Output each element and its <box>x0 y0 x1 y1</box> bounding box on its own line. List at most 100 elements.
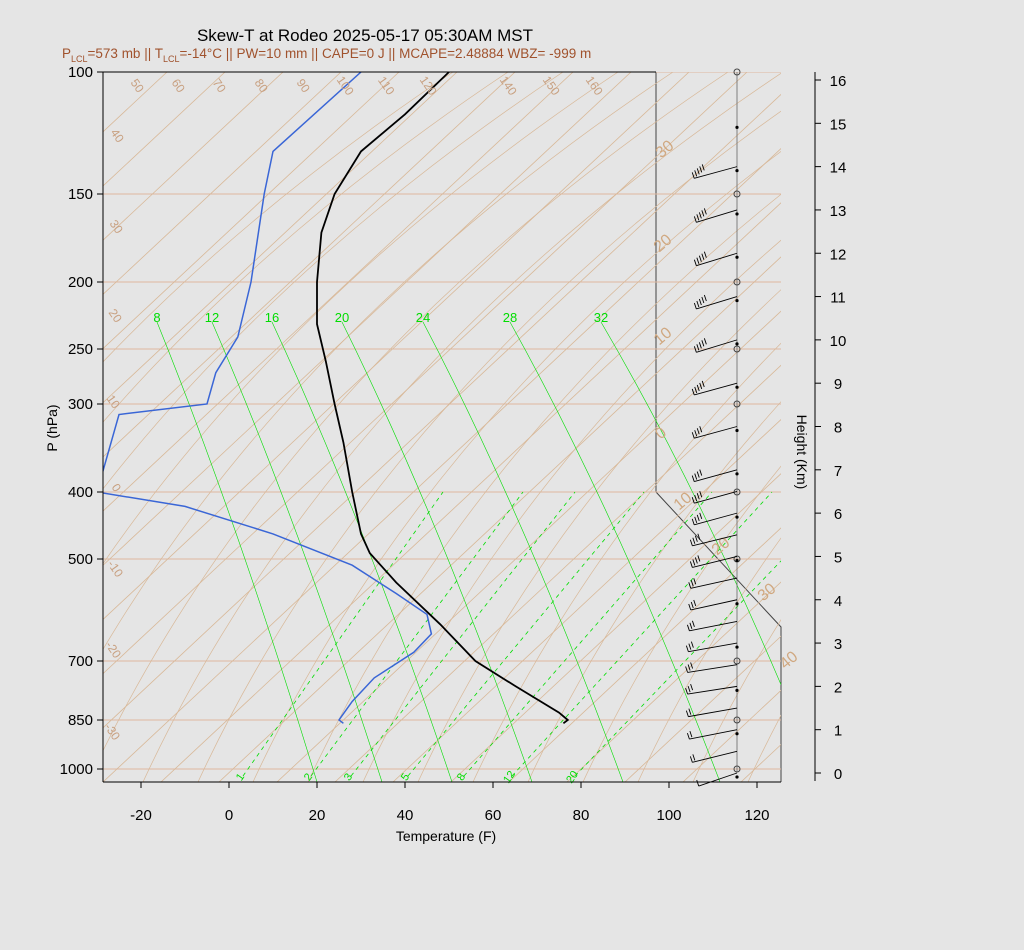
isotherm-line <box>103 72 748 675</box>
wind-barb-flag <box>686 624 690 631</box>
dry-adiabat-label: 10 <box>104 392 123 411</box>
height-tick-label: 3 <box>834 636 842 653</box>
dry-adiabat-line <box>968 72 1024 782</box>
wind-barb <box>694 426 738 439</box>
wind-barb-flag <box>691 620 695 627</box>
wind-barb-flag <box>696 514 700 522</box>
wind-barb-flag <box>699 382 703 390</box>
wind-barb-flag <box>698 298 702 306</box>
wind-barb <box>687 685 738 695</box>
wind-level-circle <box>733 345 741 353</box>
moist-adiabat-line <box>211 321 383 782</box>
wind-level-dot <box>735 169 739 173</box>
isotherm-line <box>103 72 458 404</box>
wind-barb-flag <box>693 599 697 607</box>
mixing-ratio-top-label: 32 <box>594 310 608 325</box>
wind-barb-flag <box>696 300 700 308</box>
x-tick-label: 120 <box>744 807 769 824</box>
wind-level-dot <box>735 515 739 519</box>
wind-level-dot <box>735 255 739 259</box>
y-tick-label: 300 <box>68 396 93 413</box>
wind-barb-flag <box>690 662 694 669</box>
y-tick-label: 700 <box>68 653 93 670</box>
wind-barb-flag <box>693 216 697 223</box>
x-tick-label: 80 <box>573 807 590 824</box>
wind-level-dot <box>735 688 739 692</box>
wind-barb-flag <box>703 251 707 258</box>
x-tick-label: 40 <box>397 807 414 824</box>
wind-barb-flag <box>692 537 696 544</box>
wind-barb-flag <box>703 338 707 345</box>
dry-adiabat-line <box>913 72 1024 782</box>
mixing-ratio-bottom-label: 1 <box>234 771 247 783</box>
wind-barb-flag <box>693 259 697 266</box>
chart-title: Skew-T at Rodeo 2025-05-17 05:30AM MST <box>197 26 533 45</box>
dry-adiabat-label: 110 <box>375 74 398 98</box>
wind-barb-flag <box>701 296 705 304</box>
dry-adiabat-line <box>692 619 781 782</box>
wind-barb-flag <box>688 643 692 650</box>
dry-adiabat-line <box>527 401 781 782</box>
wind-barb-flag <box>697 533 701 540</box>
wind-barb-flag <box>699 512 703 520</box>
dry-adiabat-line <box>142 72 781 782</box>
isotherm-label: 20 <box>651 231 676 256</box>
wind-barb <box>692 534 738 547</box>
isotherm-line <box>973 72 1024 782</box>
wind-barb-flag <box>698 342 702 349</box>
dry-adiabat-line <box>103 72 729 752</box>
wind-barb <box>696 209 738 223</box>
mixing-ratio-line <box>463 491 713 777</box>
wind-barb-flag <box>701 253 705 260</box>
wind-barb-flag <box>689 622 693 629</box>
height-tick-label: 13 <box>830 203 847 220</box>
dry-adiabat-label: 100 <box>334 73 357 98</box>
mixing-ratio-bottom-label: 8 <box>455 771 468 783</box>
wind-barb-flag <box>685 645 689 652</box>
wind-barb-flag <box>694 473 698 480</box>
y-axis-label: P (hPa) <box>44 404 60 451</box>
mixing-ratio-line <box>242 491 444 777</box>
y-tick-label: 250 <box>68 341 93 358</box>
mixing-ratio-line <box>350 491 576 777</box>
wind-barb <box>696 296 738 310</box>
wind-barb-flag <box>692 754 696 761</box>
y-tick-label: 100 <box>68 64 93 81</box>
wind-level-circle <box>733 400 741 408</box>
wind-barb-flag <box>689 730 693 738</box>
wind-level-dot <box>735 125 739 129</box>
x-tick-label: 100 <box>656 807 681 824</box>
height-tick-label: 7 <box>834 463 842 480</box>
dry-adiabat-label: 50 <box>128 76 147 95</box>
wind-barb <box>694 166 738 179</box>
isotherm-line <box>218 256 781 782</box>
wind-barb-flag <box>694 535 698 542</box>
height-tick-label: 4 <box>834 593 842 610</box>
dry-adiabat-line <box>417 289 781 782</box>
dry-adiabat-label: 60 <box>169 76 188 95</box>
dry-adiabat-line <box>103 72 619 565</box>
mixing-ratio-top-label: 8 <box>153 310 160 325</box>
isotherm-line <box>450 473 781 782</box>
subtitle-p-prefix: P <box>62 46 71 61</box>
height-tick-label: 11 <box>830 290 846 307</box>
height-tick-label: 8 <box>834 420 842 437</box>
wind-barb-flag <box>696 428 700 435</box>
dry-adiabat-label: 150 <box>540 73 563 98</box>
wind-level-circle <box>733 657 741 665</box>
subtitle-rest: =-14°C || PW=10 mm || CAPE=0 J || MCAPE=… <box>179 46 591 61</box>
mixing-ratio-top-label: 12 <box>205 310 219 325</box>
wind-level-dot <box>735 342 739 346</box>
mixing-ratio-line <box>310 491 524 777</box>
wind-barb <box>687 664 738 673</box>
wind-barb-flag <box>703 208 707 215</box>
wind-barb-flag <box>701 340 705 347</box>
wind-barb-flag <box>696 493 700 500</box>
wind-barb-flag <box>696 168 700 175</box>
wind-barb <box>694 469 738 482</box>
isotherm-line <box>508 527 781 782</box>
isotherm-line <box>334 364 781 782</box>
wind-barb-flag <box>698 212 702 219</box>
mixing-ratio-line <box>511 491 773 777</box>
